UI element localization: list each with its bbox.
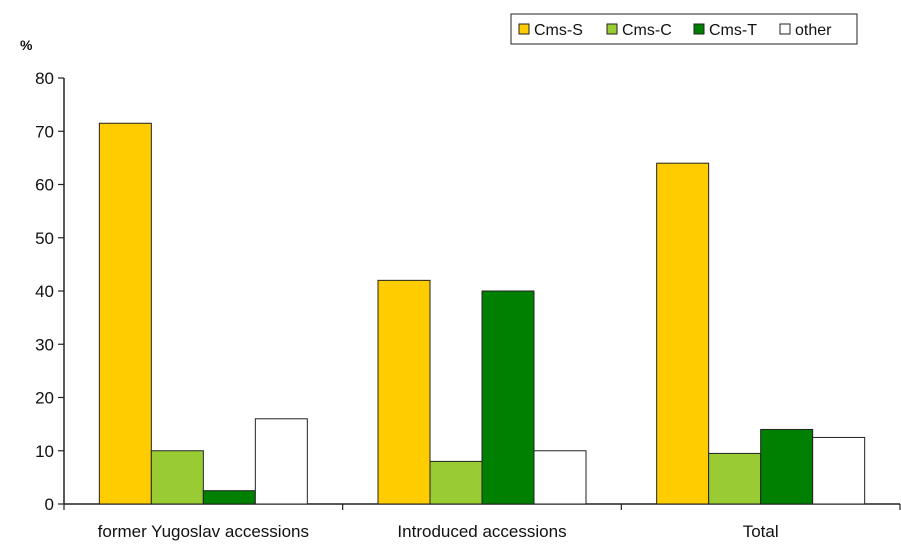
x-tick-label: Total [743, 522, 779, 541]
y-tick-label: 10 [35, 442, 54, 461]
y-tick-label: 30 [35, 335, 54, 354]
bar-cms-c [150, 450, 204, 505]
legend-label: Cms-C [622, 22, 672, 39]
bar-cms-t [760, 428, 814, 505]
bar-cms-s [656, 162, 710, 505]
legend-swatch [779, 23, 791, 35]
bar-cms-s [377, 279, 431, 505]
y-tick-label: 60 [35, 176, 54, 195]
bar-cms-t [481, 290, 535, 505]
x-axis-ticks: former Yugoslav accessions Introduced acc… [63, 504, 901, 541]
y-tick-label: 0 [45, 495, 54, 514]
y-tick-label: 50 [35, 229, 54, 248]
y-tick-label: 20 [35, 389, 54, 408]
y-tick-label: 40 [35, 282, 54, 301]
bar-other [254, 418, 308, 505]
legend-label: other [795, 22, 832, 39]
x-tick-label: former Yugoslav accessions [98, 522, 309, 541]
y-tick-label: 80 [35, 69, 54, 88]
legend-swatch [693, 23, 705, 35]
legend-swatch [518, 23, 530, 35]
y-tick-label: 70 [35, 122, 54, 141]
y-axis-ticks: 0 10 20 30 40 50 60 70 80 [35, 69, 64, 514]
x-tick-label: Introduced accessions [397, 522, 566, 541]
bar-cms-c [429, 460, 483, 505]
bar-series [98, 122, 866, 505]
legend-label: Cms-T [709, 22, 757, 39]
legend-box [510, 13, 858, 45]
legend-swatch [606, 23, 618, 35]
bar-cms-s [98, 122, 152, 505]
bar-cms-c [708, 452, 762, 505]
bar-other [533, 450, 587, 505]
bar-other [812, 436, 866, 505]
legend-label: Cms-S [534, 22, 583, 39]
bar-cms-t [202, 490, 256, 505]
y-axis-label: % [20, 37, 33, 53]
legend: Cms-S Cms-C Cms-T other [510, 13, 858, 45]
